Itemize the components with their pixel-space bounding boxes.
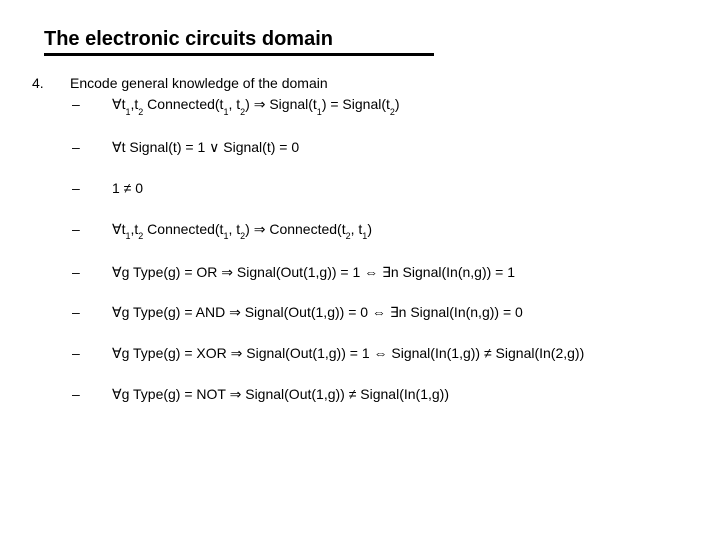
- formula-text: ∀g Type(g) = NOT ⇒ Signal(Out(1,g)) ≠ Si…: [112, 385, 688, 404]
- bullet-dash: –: [60, 303, 112, 322]
- lead-text: Encode general knowledge of the domain: [70, 74, 688, 93]
- list-item: – ∀t Signal(t) = 1 ∨ Signal(t) = 0: [60, 138, 688, 157]
- bullet-dash: –: [60, 220, 112, 239]
- bullet-dash: –: [60, 179, 112, 198]
- bullet-dash: –: [60, 138, 112, 157]
- formula-text: ∀g Type(g) = AND ⇒ Signal(Out(1,g)) = 0 …: [112, 303, 688, 322]
- formula-text: ∀g Type(g) = OR ⇒ Signal(Out(1,g)) = 1 ⇔…: [112, 263, 688, 282]
- page-title: The electronic circuits domain: [44, 28, 688, 51]
- list-item: – ∀g Type(g) = NOT ⇒ Signal(Out(1,g)) ≠ …: [60, 385, 688, 404]
- list-item: – ∀g Type(g) = XOR ⇒ Signal(Out(1,g)) = …: [60, 344, 688, 363]
- bullet-dash: –: [60, 263, 112, 282]
- bullet-dash: –: [60, 344, 112, 363]
- formula-text: ∀t1,t2 Connected(t1, t2) ⇒ Connected(t2,…: [112, 220, 688, 241]
- list-item: – ∀g Type(g) = OR ⇒ Signal(Out(1,g)) = 1…: [60, 263, 688, 282]
- formula-text: ∀t Signal(t) = 1 ∨ Signal(t) = 0: [112, 138, 688, 157]
- formula-text: 1 ≠ 0: [112, 179, 688, 198]
- item-number: 4.: [32, 74, 60, 93]
- list-item: – ∀t1,t2 Connected(t1, t2) ⇒ Signal(t1) …: [60, 95, 688, 116]
- formula-text: ∀g Type(g) = XOR ⇒ Signal(Out(1,g)) = 1 …: [112, 344, 688, 363]
- bullet-dash: –: [60, 385, 112, 404]
- slide: The electronic circuits domain 4. Encode…: [0, 0, 720, 468]
- list-item: – ∀t1,t2 Connected(t1, t2) ⇒ Connected(t…: [60, 220, 688, 241]
- title-underline: [44, 53, 434, 56]
- list-item: – 1 ≠ 0: [60, 179, 688, 198]
- formula-text: ∀t1,t2 Connected(t1, t2) ⇒ Signal(t1) = …: [112, 95, 688, 116]
- content-row: 4. Encode general knowledge of the domai…: [32, 74, 688, 426]
- bullet-list: – ∀t1,t2 Connected(t1, t2) ⇒ Signal(t1) …: [60, 95, 688, 404]
- list-item: – ∀g Type(g) = AND ⇒ Signal(Out(1,g)) = …: [60, 303, 688, 322]
- content-column: Encode general knowledge of the domain –…: [60, 74, 688, 426]
- bullet-dash: –: [60, 95, 112, 114]
